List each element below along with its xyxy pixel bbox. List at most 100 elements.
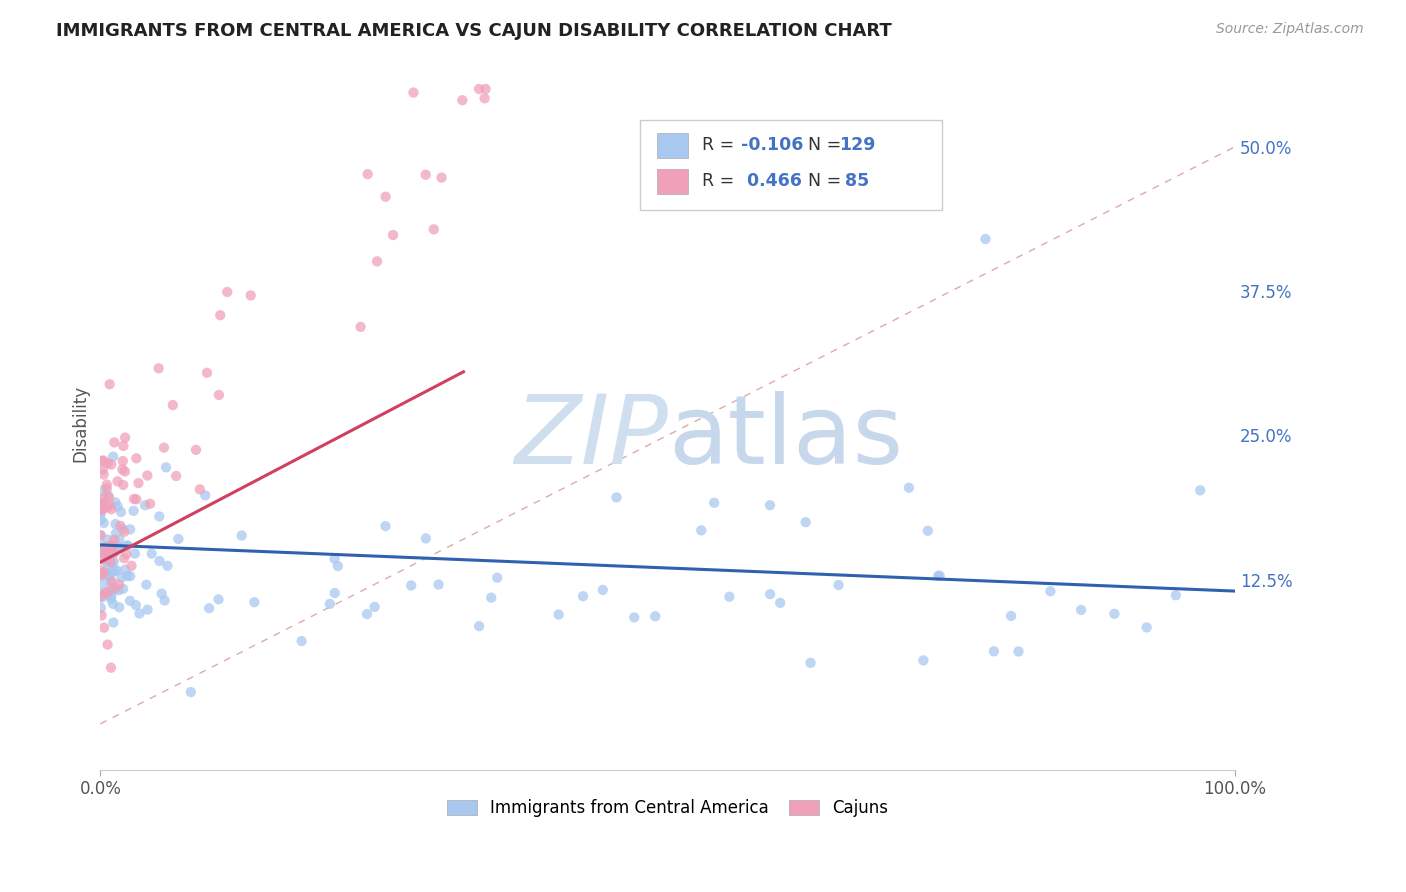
Point [468, 619, 491, 633]
Point [291, 634, 314, 648]
Point [162, 398, 184, 412]
Point [928, 569, 950, 583]
Point [104, 517, 127, 532]
Point [94, 541, 117, 555]
Point [800, 656, 823, 670]
Point [479, 591, 502, 605]
Point [208, 388, 231, 402]
Text: N =: N = [797, 136, 846, 154]
Point [198, 601, 221, 615]
Point [100, 591, 122, 606]
Point [703, 496, 725, 510]
Point [90, 567, 112, 582]
Point [111, 454, 134, 468]
Point [356, 167, 378, 181]
Point [1070, 603, 1092, 617]
Point [114, 465, 136, 479]
Point [94, 547, 117, 561]
Point [96, 500, 118, 515]
Point [120, 522, 142, 536]
Point [100, 661, 122, 675]
Point [180, 685, 202, 699]
Point [572, 589, 595, 603]
Text: N =: N = [797, 172, 846, 190]
Point [897, 481, 920, 495]
Point [98, 491, 121, 505]
Text: IMMIGRANTS FROM CENTRAL AMERICA VS CAJUN DISABILITY CORRELATION CHART: IMMIGRANTS FROM CENTRAL AMERICA VS CAJUN… [56, 22, 891, 40]
Point [430, 170, 453, 185]
Point [93, 516, 115, 530]
Point [107, 475, 129, 489]
Point [1189, 483, 1212, 498]
Point [96, 555, 118, 569]
Point [827, 578, 849, 592]
Point [91, 553, 114, 567]
Point [97, 585, 120, 599]
Point [93, 579, 115, 593]
Point [148, 509, 170, 524]
Point [118, 594, 141, 608]
Point [125, 451, 148, 466]
Text: ZIP: ZIP [513, 391, 668, 484]
Point [100, 556, 122, 570]
Point [101, 597, 124, 611]
Point [91, 538, 114, 552]
Point [108, 533, 131, 547]
Point [111, 522, 134, 536]
Point [122, 491, 145, 506]
Point [90, 506, 112, 520]
Point [112, 524, 135, 539]
Point [1000, 609, 1022, 624]
Point [89, 528, 111, 542]
Point [101, 579, 124, 593]
Point [90, 591, 112, 605]
Point [108, 583, 131, 598]
Point [474, 82, 496, 96]
Point [366, 254, 388, 268]
Point [100, 502, 122, 516]
Point [207, 592, 229, 607]
Point [718, 590, 741, 604]
Point [103, 546, 125, 560]
Point [93, 566, 115, 580]
Point [326, 559, 349, 574]
Point [100, 539, 122, 553]
Point [139, 497, 162, 511]
Point [96, 549, 118, 564]
Point [89, 500, 111, 514]
Point [114, 431, 136, 445]
Point [124, 547, 146, 561]
Point [97, 542, 120, 557]
Point [93, 491, 115, 505]
Point [349, 319, 371, 334]
Text: 85: 85 [839, 172, 870, 190]
Point [90, 600, 112, 615]
Point [148, 554, 170, 568]
Point [98, 377, 121, 392]
Point [117, 569, 139, 583]
Point [323, 586, 346, 600]
Point [363, 599, 385, 614]
Point [98, 573, 121, 587]
Point [91, 498, 114, 512]
Y-axis label: Disability: Disability [72, 385, 89, 462]
Point [927, 569, 949, 583]
Point [96, 562, 118, 576]
Point [100, 555, 122, 569]
Point [128, 607, 150, 621]
Point [108, 541, 131, 555]
Point [623, 610, 645, 624]
Point [759, 587, 782, 601]
Point [974, 232, 997, 246]
Point [983, 644, 1005, 658]
Point [96, 456, 118, 470]
Point [167, 532, 190, 546]
Point [112, 439, 135, 453]
Point [90, 483, 112, 498]
Point [1039, 584, 1062, 599]
Point [103, 435, 125, 450]
Point [90, 608, 112, 623]
Point [399, 578, 422, 592]
Point [111, 462, 134, 476]
Point [101, 583, 124, 598]
